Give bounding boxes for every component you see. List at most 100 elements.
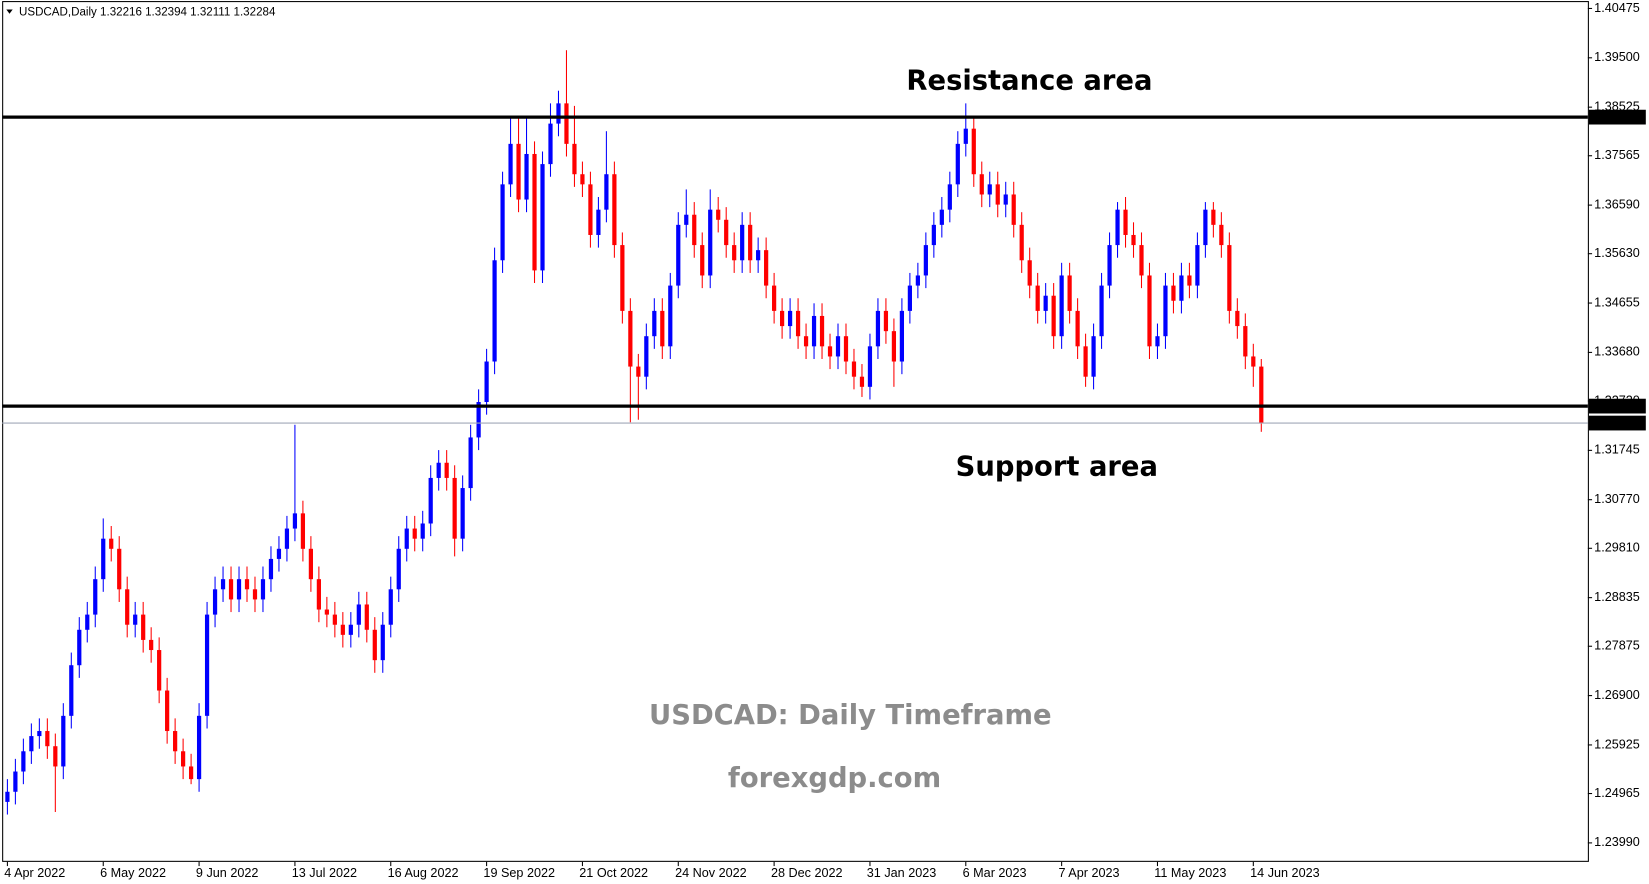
plot-frame: [2, 1, 1589, 862]
y-tick-label: 1.31745: [1594, 443, 1640, 457]
candle-body: [1075, 310, 1080, 347]
candle-body: [676, 224, 681, 286]
candle-body: [1243, 326, 1248, 357]
candle-body: [1043, 295, 1048, 311]
candle-body: [364, 604, 369, 630]
candle-body: [508, 143, 513, 185]
candle-body: [492, 260, 497, 362]
candle-body: [1187, 275, 1192, 286]
y-tick-label: 1.27875: [1594, 639, 1640, 653]
candle-body: [931, 224, 936, 246]
candle-body: [883, 310, 889, 332]
candle-body: [444, 462, 449, 478]
candle-body: [923, 245, 928, 276]
y-tick-label: 1.35630: [1594, 246, 1640, 260]
candle-body: [580, 174, 585, 185]
candle-body: [819, 315, 825, 347]
candle-body: [843, 336, 849, 362]
level-label-box: [1588, 398, 1646, 414]
candle-body: [764, 250, 769, 286]
candle-body: [1259, 366, 1264, 424]
candle-body: [420, 523, 425, 539]
candle-body: [212, 589, 218, 615]
candle-body: [548, 123, 553, 165]
candle-body: [1003, 194, 1008, 205]
candle-body: [396, 548, 401, 590]
candle-body: [564, 103, 569, 144]
candle-body: [1051, 295, 1056, 337]
candle-body: [1139, 245, 1144, 276]
candle-body: [133, 614, 138, 625]
candle-body: [308, 548, 314, 580]
candle-body: [1179, 275, 1184, 301]
candle-body: [21, 751, 26, 772]
candle-body: [1035, 285, 1040, 311]
candle-body: [524, 153, 529, 200]
candle-body: [652, 310, 657, 337]
candle-body: [835, 336, 841, 357]
candle-body: [827, 346, 833, 357]
candle-body: [660, 310, 665, 347]
candle-body: [101, 538, 106, 580]
candle-body: [292, 513, 298, 529]
candle-body: [915, 275, 920, 286]
candle-body: [716, 209, 721, 220]
candle-body: [356, 604, 361, 625]
candle-body: [204, 614, 210, 716]
x-tick-label: 21 Oct 2022: [579, 866, 648, 880]
candle-body: [45, 731, 50, 747]
level-label: 1.32619: [1594, 398, 1640, 412]
candle-body: [93, 579, 98, 615]
candle-body: [228, 579, 234, 600]
watermark: USDCAD: Daily Timeframe: [649, 700, 1052, 731]
candle-body: [1027, 260, 1032, 286]
candle-body: [596, 209, 601, 235]
candle-body: [724, 219, 729, 246]
candle-body: [1171, 285, 1176, 301]
y-tick-label: 1.37565: [1594, 148, 1640, 162]
x-tick-label: 7 Apr 2023: [1058, 866, 1119, 880]
candle-body: [1235, 310, 1240, 327]
candle-body: [740, 224, 745, 261]
x-tick-label: 11 May 2023: [1154, 866, 1226, 880]
candle-body: [236, 579, 242, 600]
candle-body: [1107, 245, 1112, 286]
candle-body: [1019, 224, 1024, 261]
candle-body: [468, 437, 473, 489]
x-tick-label: 14 Jun 2023: [1250, 866, 1320, 880]
candle-body: [181, 751, 186, 767]
candle-body: [1091, 336, 1096, 377]
candle-body: [604, 174, 609, 210]
candle-body: [811, 315, 817, 347]
candle-body: [971, 128, 976, 175]
candle-body: [284, 528, 290, 549]
candle-body: [484, 361, 489, 403]
candle-body: [1123, 209, 1128, 235]
candle-body: [109, 538, 114, 549]
candle-body: [875, 310, 881, 347]
candle-body: [276, 548, 282, 559]
candle-body: [404, 528, 409, 549]
candle-body: [1211, 209, 1216, 225]
price-label-box: [1588, 415, 1646, 431]
candle-body: [588, 184, 593, 235]
candle-body: [157, 650, 162, 691]
candle-body: [1099, 285, 1104, 337]
chart-title: USDCAD,Daily 1.32216 1.32394 1.32111 1.3…: [19, 7, 276, 19]
y-tick-label: 1.39500: [1594, 50, 1640, 64]
candle-body: [1251, 356, 1256, 367]
y-tick-label: 1.23990: [1594, 835, 1640, 849]
candle-body: [436, 462, 441, 478]
candle-body: [260, 579, 266, 600]
candle-body: [1131, 234, 1136, 246]
candle-body: [340, 624, 345, 635]
candle-body: [196, 715, 202, 780]
watermark: forexgdp.com: [728, 763, 941, 794]
candle-body: [77, 629, 82, 666]
candle-body: [644, 336, 649, 377]
candle-body: [947, 184, 952, 210]
candle-body: [1059, 275, 1064, 337]
candle-body: [628, 310, 633, 367]
